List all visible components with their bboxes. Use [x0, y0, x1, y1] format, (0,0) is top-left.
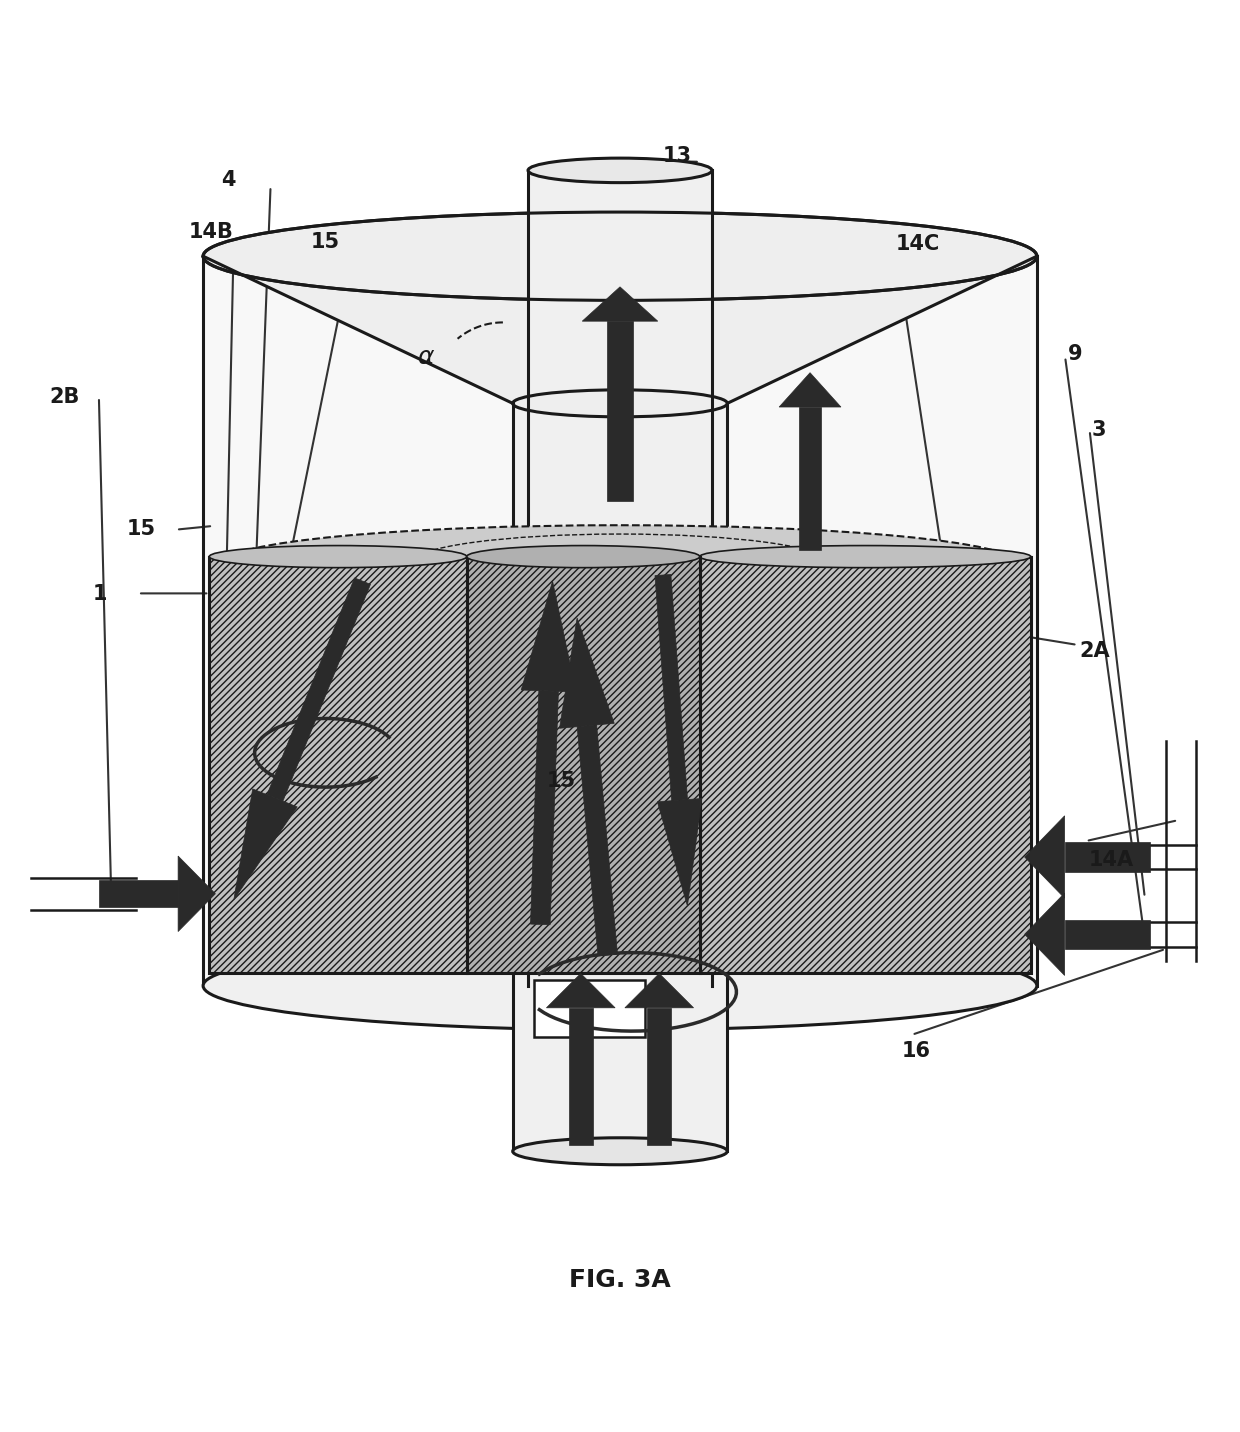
Polygon shape — [521, 581, 577, 692]
Text: 3: 3 — [1092, 421, 1106, 441]
Text: 4: 4 — [222, 170, 236, 190]
Polygon shape — [559, 619, 614, 729]
Polygon shape — [657, 799, 702, 906]
Ellipse shape — [203, 212, 1037, 301]
Polygon shape — [1024, 816, 1065, 898]
Text: 2B: 2B — [50, 387, 81, 407]
Bar — [534, 979, 645, 1037]
Text: $\alpha$: $\alpha$ — [417, 345, 435, 369]
Ellipse shape — [224, 526, 1016, 600]
Ellipse shape — [466, 546, 699, 567]
Polygon shape — [625, 974, 693, 1008]
Polygon shape — [203, 256, 1037, 404]
Bar — [466, 557, 699, 974]
Polygon shape — [531, 690, 558, 925]
Polygon shape — [547, 974, 615, 1008]
Text: 13: 13 — [663, 146, 692, 166]
Text: 14A: 14A — [1089, 849, 1133, 869]
Polygon shape — [179, 856, 216, 932]
Bar — [210, 557, 466, 974]
Text: 15: 15 — [128, 518, 156, 538]
Polygon shape — [583, 286, 657, 321]
Polygon shape — [655, 574, 687, 800]
Ellipse shape — [512, 390, 728, 417]
Text: 16: 16 — [901, 1041, 931, 1061]
Ellipse shape — [528, 158, 712, 183]
Text: 14C: 14C — [895, 233, 940, 253]
Text: 1: 1 — [93, 583, 108, 603]
Polygon shape — [1065, 842, 1149, 872]
Bar — [528, 170, 712, 985]
Bar — [512, 404, 728, 1151]
Polygon shape — [267, 579, 371, 800]
Bar — [568, 1008, 593, 1146]
Text: 15: 15 — [547, 770, 575, 790]
Bar — [606, 321, 634, 501]
Bar — [203, 256, 1037, 985]
Text: 9: 9 — [1068, 345, 1083, 364]
Text: 2A: 2A — [1080, 642, 1110, 662]
Polygon shape — [779, 372, 841, 407]
Polygon shape — [1024, 894, 1065, 975]
Polygon shape — [1065, 919, 1149, 949]
Bar — [699, 557, 1030, 974]
Polygon shape — [99, 881, 179, 908]
Bar — [647, 1008, 672, 1146]
Polygon shape — [577, 725, 618, 957]
Bar — [799, 407, 821, 550]
Text: 15: 15 — [311, 232, 340, 252]
Text: FIG. 3A: FIG. 3A — [569, 1267, 671, 1292]
Ellipse shape — [699, 546, 1030, 567]
Ellipse shape — [210, 546, 466, 567]
Text: 14B: 14B — [188, 222, 233, 242]
Ellipse shape — [512, 1138, 728, 1164]
Ellipse shape — [203, 942, 1037, 1030]
Polygon shape — [234, 789, 298, 899]
